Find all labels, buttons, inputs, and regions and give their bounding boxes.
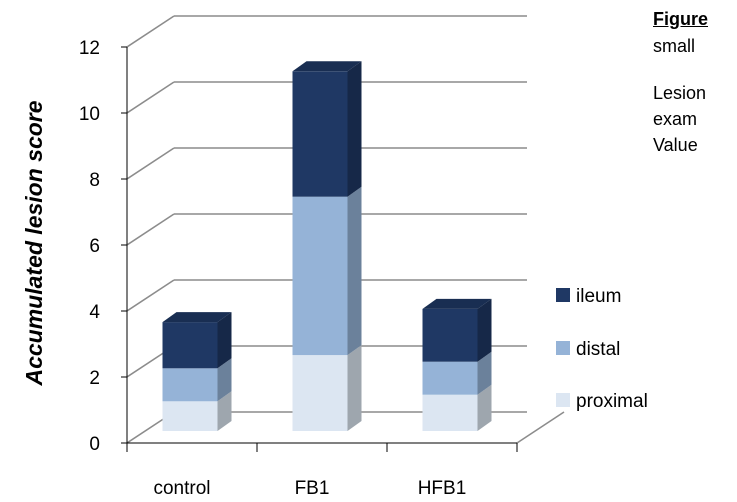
bar-top-control [162,312,232,323]
bar-side-ileum-FB1 [347,61,362,197]
y-tick-label: 2 [89,368,100,389]
y-tick-label: 10 [79,104,100,125]
legend-label-distal: distal [576,339,620,360]
bar-ileum-FB1 [292,71,348,197]
bar-side-distal-HFB1 [477,351,492,395]
caption-line: Lesion [653,83,707,103]
legend-swatch-proximal [556,393,570,407]
gridline-side [126,147,175,180]
y-tick-label: 4 [89,302,100,323]
bar-top-FB1 [292,61,362,72]
y-tick-labels: 0 2 4 6 8 10 12 [79,38,101,455]
caption-panel: Figure small Lesion exam Value [653,0,737,502]
legend-swatch-distal [556,341,570,355]
bar-distal-HFB1 [422,361,478,395]
y-tick-label: 6 [89,236,100,257]
bar-ileum-HFB1 [422,308,478,362]
caption-line: small [653,36,696,56]
gridline-side [126,279,175,312]
bar-side-proximal-FB1 [347,345,362,431]
caption-line: exam [653,109,698,129]
legend-label-proximal: proximal [576,391,648,412]
y-tick-label: 8 [89,170,100,191]
bar-side-proximal-control [217,391,232,431]
x-tick-label: HFB1 [418,478,467,499]
gridline-side [126,15,175,48]
y-tick-label: 12 [79,38,100,59]
legend: ileum distal proximal [556,286,648,412]
legend-swatch-ileum [556,288,570,302]
floor-right-edge [516,411,565,444]
gridline-side [126,81,175,114]
legend-label-ileum: ileum [576,286,621,307]
bar-proximal-FB1 [292,355,348,431]
bars [162,61,492,431]
bar-distal-control [162,368,218,402]
axes [121,46,565,452]
bar-side-ileum-control [217,312,232,369]
caption-line: Value [653,135,698,155]
bar-side-proximal-HFB1 [477,384,492,431]
x-tick-label: FB1 [295,478,330,499]
bar-side-distal-control [217,358,232,402]
bar-side-distal-FB1 [347,186,362,356]
bar-distal-FB1 [292,196,348,356]
x-tick-labels: control FB1 HFB1 [153,478,466,499]
x-tick-label: control [153,478,210,499]
y-axis-label: Accumulated lesion score [21,100,47,386]
figure-title: Figure [653,9,709,29]
bar-top-HFB1 [422,298,492,309]
bar-proximal-control [162,401,218,431]
bar-proximal-HFB1 [422,394,478,431]
gridline-side [126,213,175,246]
y-tick-label: 0 [89,434,100,455]
bar-side-ileum-HFB1 [477,298,492,362]
bar-ileum-control [162,322,218,369]
